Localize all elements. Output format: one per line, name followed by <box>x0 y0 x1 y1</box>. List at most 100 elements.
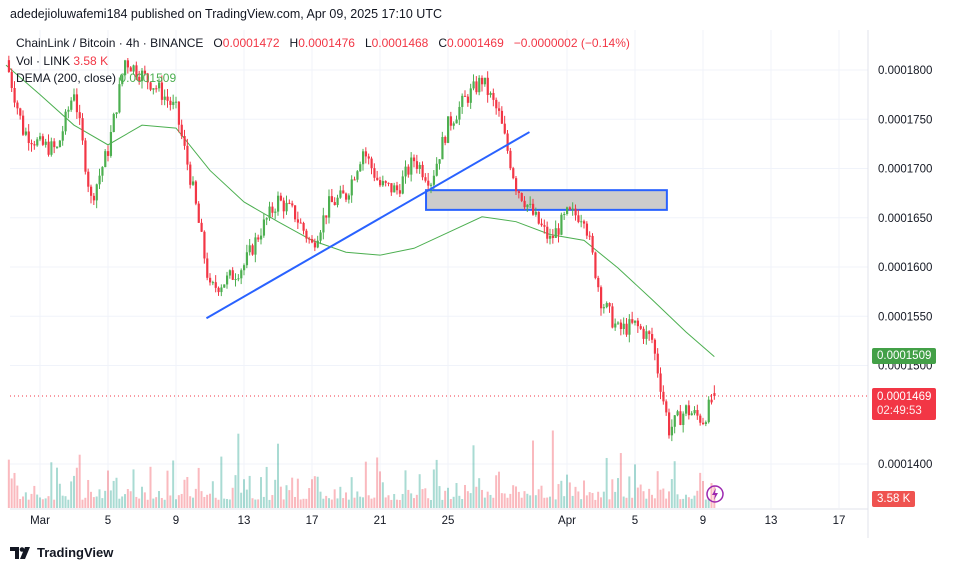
candle-body <box>611 306 614 328</box>
volume-bar <box>415 494 418 508</box>
candle-body <box>163 96 166 100</box>
volume-bar <box>600 497 602 508</box>
candle-body <box>636 320 640 327</box>
volume-bar <box>430 499 432 508</box>
volume-bar <box>543 497 546 508</box>
volume-bar <box>288 490 291 508</box>
candle-body <box>328 196 331 218</box>
volume-bar <box>73 475 75 508</box>
volume-bar <box>220 456 223 508</box>
volume-bar <box>458 495 461 508</box>
volume-bar <box>444 490 447 508</box>
candle-body <box>7 60 11 72</box>
candle-body <box>47 141 50 155</box>
volume-bar <box>291 477 294 508</box>
volume-bar <box>240 492 243 508</box>
volume-bar <box>84 497 87 508</box>
y-tick-label: 0.0001400 <box>878 459 932 471</box>
volume-bar <box>138 498 141 508</box>
open-value: 0.0001472 <box>222 36 280 50</box>
volume-bar <box>277 443 279 508</box>
candle-body <box>226 275 229 285</box>
candle-body <box>702 422 705 424</box>
volume-bar <box>254 499 257 508</box>
candle-body <box>566 207 569 214</box>
candle-body <box>588 235 591 237</box>
volume-bar <box>294 496 296 508</box>
x-tick-label: 9 <box>700 515 706 527</box>
candle-body <box>13 88 16 103</box>
volume-bar <box>500 493 503 508</box>
volume-legend[interactable]: Vol · LINK 3.58 K <box>16 54 108 68</box>
high-value: 0.0001476 <box>298 36 355 50</box>
volume-bar <box>702 480 704 508</box>
candle-body <box>622 323 625 330</box>
volume-bar <box>648 488 651 508</box>
candle-body <box>24 131 28 135</box>
volume-bar <box>676 494 679 508</box>
volume-bar <box>160 497 163 508</box>
volume-bar <box>353 497 356 508</box>
x-tick-label: 13 <box>238 515 251 527</box>
volume-bar <box>90 491 92 508</box>
candle-body <box>152 88 155 90</box>
candle-body <box>648 331 651 335</box>
candle-body <box>271 206 274 213</box>
volume-bar <box>526 493 529 508</box>
volume-bar <box>271 495 274 508</box>
volume-bar <box>149 466 152 508</box>
dema-line <box>5 64 715 358</box>
candle-body <box>248 245 251 253</box>
volume-bar <box>489 494 492 508</box>
volume-bar <box>197 467 200 508</box>
candle-body <box>322 215 325 233</box>
volume-bar <box>268 499 271 508</box>
volume-bar <box>651 494 653 508</box>
candle-body <box>602 307 606 309</box>
candle-body <box>585 223 589 236</box>
tradingview-logo[interactable]: TradingView <box>10 545 113 560</box>
candle-body <box>294 205 297 220</box>
volume-bar <box>523 491 526 508</box>
candle-body <box>625 323 628 335</box>
candle-body <box>118 84 121 113</box>
candle-body <box>22 115 25 135</box>
candle-body <box>362 151 365 165</box>
candle-body <box>84 140 87 172</box>
candle-body <box>316 240 319 248</box>
candle-body <box>16 102 19 109</box>
volume-bar <box>13 472 16 508</box>
volume-bar <box>551 430 554 508</box>
price-chart[interactable]: 0.0001800 0.0001750 0.0001700 0.0001650 0.00… <box>0 0 961 540</box>
candle-body <box>432 175 436 185</box>
candle-body <box>472 81 475 89</box>
volume-bar <box>177 495 180 508</box>
candle-body <box>707 399 710 423</box>
volume-bar <box>432 469 435 508</box>
volume-price-label: 3.58 K <box>872 491 916 507</box>
volume-bar <box>452 496 455 508</box>
change-value: −0.0000002 (−0.14%) <box>513 36 630 50</box>
volume-bar <box>634 464 636 508</box>
candle-body <box>381 181 385 186</box>
candle-body <box>481 77 484 85</box>
lightning-icon <box>712 488 718 500</box>
candle-body <box>10 71 13 89</box>
volume-bar <box>464 484 466 508</box>
candle-body <box>461 95 464 107</box>
volume-bar <box>279 486 282 508</box>
volume-bar <box>101 498 104 508</box>
volume-bar <box>234 475 237 508</box>
symbol-label[interactable]: ChainLink / Bitcoin · 4h · BINANCE <box>16 36 204 50</box>
candle-body <box>608 303 611 307</box>
volume-bar <box>614 491 617 508</box>
candle-body <box>410 157 413 175</box>
open-label: O <box>213 36 223 50</box>
candle-body <box>169 100 172 105</box>
candle-body <box>605 303 608 308</box>
candle-body <box>597 277 600 288</box>
candle-body <box>342 190 345 194</box>
publisher-line: adedejioluwafemi184 published on Trading… <box>10 7 442 21</box>
dema-legend[interactable]: DEMA (200, close) 0.0001509 <box>16 71 176 85</box>
volume-bar <box>699 472 702 508</box>
